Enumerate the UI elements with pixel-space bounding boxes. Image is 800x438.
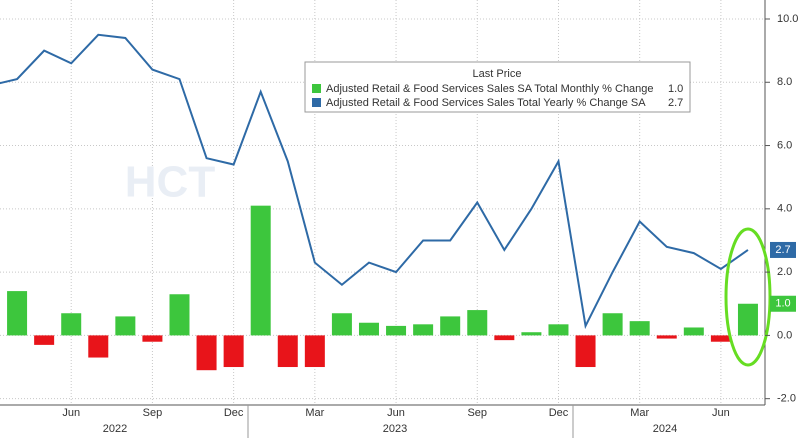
bar: [61, 313, 82, 336]
y-tick-label: 6.0: [777, 139, 792, 151]
y-tick-label: -2.0: [777, 393, 796, 405]
legend-value: 2.7: [668, 97, 683, 109]
bar: [34, 335, 55, 345]
last-value-label: 1.0: [775, 298, 790, 310]
bar: [737, 303, 758, 336]
bar: [277, 335, 298, 368]
x-tick-label: Jun: [62, 407, 80, 419]
legend-swatch: [312, 84, 321, 93]
legend: Last Price Adjusted Retail & Food Servic…: [304, 61, 691, 113]
bar: [88, 335, 109, 358]
last-value-tag: [770, 241, 796, 258]
bar: [223, 335, 244, 368]
legend-label: Adjusted Retail & Food Services Sales SA…: [326, 83, 654, 95]
grid: [0, 0, 765, 405]
bar: [683, 327, 704, 336]
bar: [331, 313, 352, 336]
bar: [440, 316, 461, 336]
x-tick-label: Jun: [712, 407, 730, 419]
legend-box: [304, 61, 691, 113]
bar: [494, 335, 515, 341]
bar: [521, 332, 542, 336]
plot-area: [0, 33, 758, 371]
x-tick-label: Sep: [143, 407, 163, 419]
bar: [467, 310, 488, 336]
bar: [169, 294, 190, 336]
bar: [196, 335, 217, 371]
y-tick-label: 8.0: [777, 76, 792, 88]
y-tick-label: 4.0: [777, 203, 792, 215]
watermark: HCT: [125, 158, 216, 207]
bar: [710, 335, 731, 342]
bar: [358, 322, 379, 336]
x-tick-label: Mar: [305, 407, 324, 419]
bar: [304, 335, 325, 368]
x-tick-label: Sep: [467, 407, 487, 419]
legend-title: Last Price: [473, 68, 522, 80]
bar: [575, 335, 596, 368]
x-tick-label: Dec: [549, 407, 569, 419]
bar: [142, 335, 163, 342]
bar: [629, 321, 650, 336]
legend-value: 1.0: [668, 83, 683, 95]
bar: [7, 291, 28, 336]
bar: [250, 205, 271, 336]
x-tick-label: Mar: [630, 407, 649, 419]
y-tick-label: 2.0: [777, 266, 792, 278]
legend-label: Adjusted Retail & Food Services Sales To…: [326, 97, 646, 109]
year-label: 2023: [383, 423, 407, 435]
y-tick-label: 0.0: [777, 329, 792, 341]
y-tick-label: 10.0: [777, 13, 798, 25]
year-label: 2024: [653, 423, 677, 435]
x-tick-label: Dec: [224, 407, 244, 419]
x-tick-label: Jun: [387, 407, 405, 419]
bar: [115, 316, 136, 336]
last-value-tag: [770, 295, 796, 312]
bar: [548, 324, 569, 336]
highlight-ellipse: [724, 227, 772, 367]
year-label: 2022: [103, 423, 127, 435]
bar: [602, 313, 623, 336]
bar: [413, 324, 434, 336]
last-value-label: 2.7: [775, 244, 790, 256]
bar: [656, 335, 677, 339]
bar: [386, 325, 407, 336]
line: [0, 33, 749, 330]
legend-swatch: [312, 98, 321, 107]
